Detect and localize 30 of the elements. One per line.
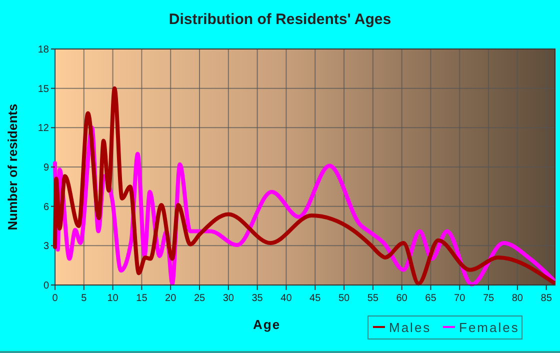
x-tick-label: 20	[165, 293, 177, 304]
x-axis-title: Age	[253, 317, 281, 332]
x-tick-label: 35	[252, 293, 264, 304]
legend-label: Males	[389, 320, 432, 335]
x-tick-label: 80	[512, 293, 524, 304]
x-tick-label: 40	[280, 293, 292, 304]
x-tick-label: 15	[136, 293, 148, 304]
y-tick-label: 0	[43, 280, 50, 292]
chart-title: Distribution of Residents' Ages	[168, 11, 392, 28]
y-tick-label: 9	[43, 162, 50, 174]
y-tick-label: 3	[43, 241, 50, 252]
x-tick-label: 50	[338, 293, 350, 304]
x-tick-label: 65	[425, 293, 437, 304]
legend-label: Females	[459, 320, 520, 335]
y-tick-label: 15	[38, 84, 50, 95]
x-tick-label: 55	[367, 293, 379, 304]
y-tick-label: 6	[43, 202, 50, 213]
y-tick-label: 18	[38, 44, 50, 56]
x-tick-label: 30	[222, 293, 234, 304]
y-tick-label: 12	[38, 123, 50, 134]
x-tick-label: 25	[194, 293, 206, 304]
x-tick-label: 45	[310, 293, 322, 304]
x-tick-label: 70	[454, 293, 466, 304]
x-tick-label: 75	[482, 293, 495, 304]
x-tick-label: 60	[396, 293, 408, 304]
y-axis-title: Number of residents	[5, 104, 20, 230]
x-tick-label: 0	[52, 293, 58, 304]
x-tick-label: 10	[107, 293, 119, 304]
x-tick-label: 5	[81, 293, 88, 304]
x-tick-label: 85	[540, 293, 552, 304]
